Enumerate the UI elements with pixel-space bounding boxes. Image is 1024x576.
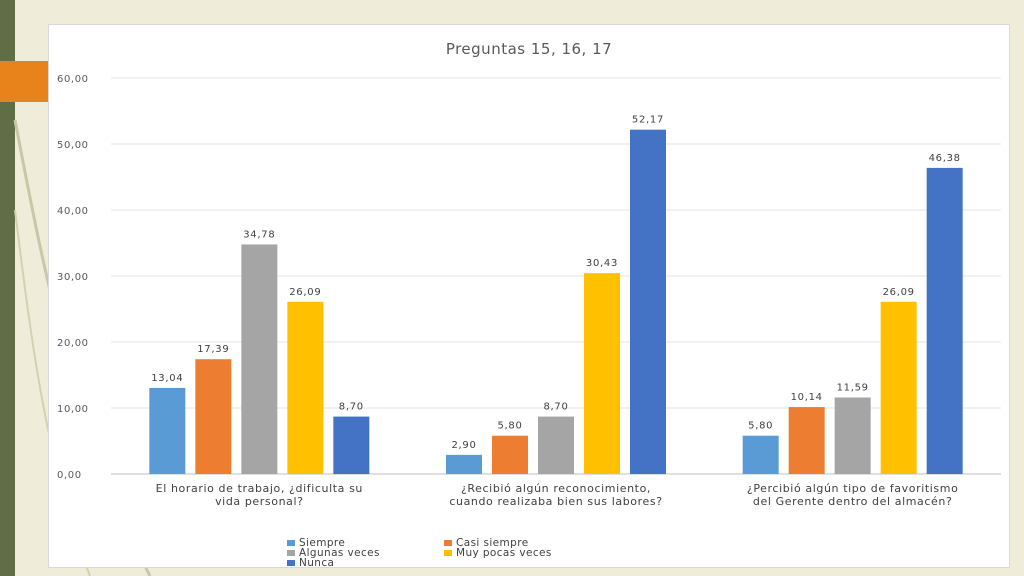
bar-muy-pocas-veces [880,301,917,474]
bar-nunca [926,167,963,474]
bar-muy-pocas-veces [584,273,620,474]
legend-swatch [444,550,452,556]
y-tick-label: 30,00 [57,272,89,283]
data-label: 10,14 [791,392,823,403]
data-label: 13,04 [151,373,183,384]
bar-casi-siempre [195,359,232,474]
data-label: 2,90 [451,440,476,451]
data-label: 11,59 [837,383,869,394]
bar-algunas-veces [241,244,278,474]
bar-nunca [333,416,370,474]
y-tick-label: 40,00 [57,206,89,217]
category-label: ¿Recibió algún reconocimiento, [461,482,651,495]
bar-siempre [446,454,482,474]
data-label: 8,70 [339,402,364,413]
y-tick-label: 50,00 [57,140,89,151]
sidebar-strip [0,0,15,576]
chart-title: Preguntas 15, 16, 17 [446,40,612,58]
y-tick-label: 10,00 [57,404,89,415]
bar-muy-pocas-veces [287,301,324,474]
legend-label: Casi siempre [456,537,529,549]
category-label: del Gerente dentro del almacén? [753,495,953,508]
legend-label: Siempre [299,537,345,549]
data-label: 52,17 [632,115,664,126]
bar-siempre [742,435,779,474]
bar-nunca [630,129,666,474]
legend-swatch [287,550,295,556]
legend-label: Muy pocas veces [456,547,552,559]
y-tick-label: 0,00 [57,470,82,481]
data-label: 5,80 [497,421,522,432]
bar-siempre [149,387,186,474]
y-tick-label: 20,00 [57,338,89,349]
legend-swatch [444,540,452,546]
data-label: 17,39 [197,344,229,355]
category-label: ¿Percibió algún tipo de favoritismo [747,482,959,495]
data-label: 26,09 [289,287,321,298]
data-label: 46,38 [929,153,961,164]
legend-label: Algunas veces [299,547,380,559]
data-label: 8,70 [543,402,568,413]
bar-casi-siempre [492,435,528,474]
legend-swatch [287,540,295,546]
accent-block [0,61,48,102]
category-label: cuando realizaba bien sus labores? [449,495,662,508]
chart-panel: Preguntas 15, 16, 17 0,00 10,00 20,00 30,00 4… [48,24,1010,569]
bar-chart: Preguntas 15, 16, 17 0,00 10,00 20,00 30,00 4… [57,40,1001,569]
data-label: 26,09 [883,287,915,298]
category-label: vida personal? [215,495,304,508]
legend-swatch [287,560,295,566]
bar-casi-siempre [788,407,825,474]
data-label: 5,80 [748,421,773,432]
bar-algunas-veces [834,397,871,474]
category-label: El horario de trabajo, ¿dificulta su [156,482,363,495]
data-label: 34,78 [243,229,275,240]
legend-label: Nunca [299,557,334,569]
data-label: 30,43 [586,258,618,269]
y-tick-label: 60,00 [57,74,89,85]
bar-algunas-veces [538,416,574,474]
